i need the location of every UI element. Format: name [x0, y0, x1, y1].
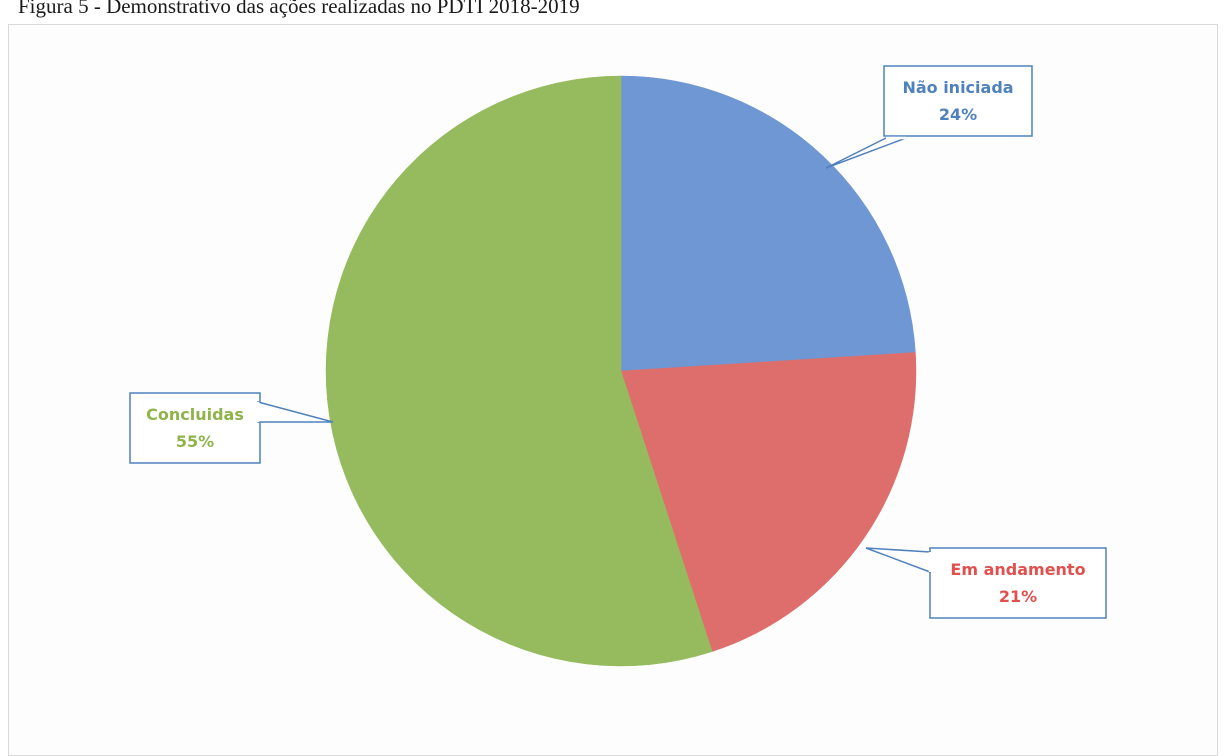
figure-caption: Figura 5 - Demonstrativo das ações reali… — [18, 0, 580, 18]
pie-slice-concluidas — [325, 75, 713, 667]
slice-percent-label: 24% — [939, 105, 977, 124]
data-label-em-andamento: Em andamento 21% — [865, 547, 1107, 619]
slice-percent-label: 55% — [176, 432, 214, 451]
pie-slice-em-andamento — [620, 352, 917, 652]
callout-pointer — [257, 401, 334, 423]
callout-box — [129, 392, 261, 464]
callout-pointer — [865, 547, 931, 574]
slice-name-label: Em andamento — [950, 560, 1085, 579]
slice-percent-label: 21% — [999, 587, 1037, 606]
callout-box — [883, 65, 1033, 137]
data-label-nao-iniciada: Não iniciada 24% — [825, 65, 1033, 169]
pie-chart: Não iniciada 24% Em andamento 21% Concluidas… — [129, 65, 1107, 667]
slice-name-label: Não iniciada — [902, 78, 1013, 97]
pie-slice-nao-iniciada — [620, 75, 916, 372]
callout-pointer — [825, 137, 907, 169]
data-label-concluidas: Concluidas 55% — [129, 392, 334, 464]
callout-box — [929, 547, 1107, 619]
slice-name-label: Concluidas — [146, 405, 244, 424]
